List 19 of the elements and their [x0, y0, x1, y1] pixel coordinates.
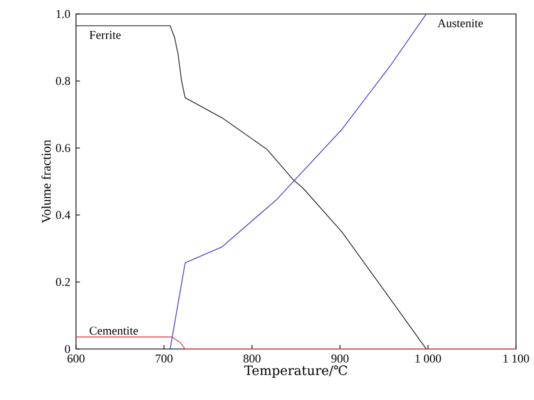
y-tick-label: 1.0: [56, 10, 70, 18]
x-tick-label: 900: [331, 354, 349, 363]
y-tick-label: 0.8: [56, 76, 70, 86]
y-tick-label: 0.2: [56, 278, 70, 286]
series-label: Cementite: [90, 326, 138, 335]
line-series: [170, 14, 427, 350]
x-tick-label: 1 100: [504, 354, 529, 363]
x-tick-label: 800: [243, 354, 261, 363]
y-tick-label: 0.4: [56, 210, 70, 220]
y-tick-label: 0.6: [56, 144, 70, 152]
x-tick-label: 700: [156, 354, 173, 363]
line-series: [76, 25, 428, 350]
x-axis-title: Temperature/℃: [244, 365, 348, 378]
series-label: Austenite: [438, 19, 483, 28]
x-tick-label: 600: [68, 354, 85, 363]
x-tick-label: 1 000: [416, 354, 441, 363]
series-label: Ferrite: [90, 30, 121, 39]
y-axis-title: Volume fraction: [41, 140, 51, 224]
y-tick-label: 0: [64, 344, 70, 354]
